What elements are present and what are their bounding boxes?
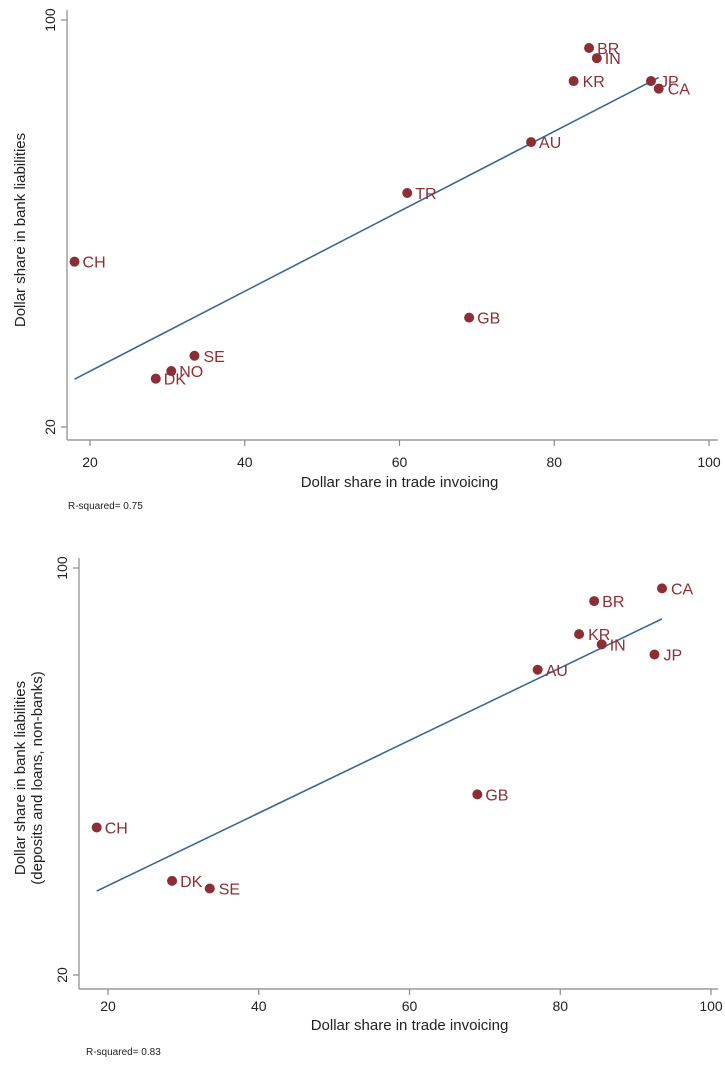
x-tick-label: 60 (402, 998, 418, 1014)
x-tick-label: 40 (237, 454, 253, 470)
x-tick-label: 20 (82, 454, 98, 470)
point-label-ca: CA (671, 581, 694, 598)
y-tick-label: 100 (54, 556, 70, 580)
point-label-jp: JP (663, 647, 682, 664)
point-label-ca: CA (668, 82, 691, 99)
y-tick-label: 20 (42, 419, 58, 435)
data-point-ca (657, 583, 668, 594)
data-point-tr (402, 187, 413, 198)
data-point-ca (653, 83, 664, 94)
data-point-dk (150, 373, 161, 384)
x-tick-label: 100 (699, 998, 723, 1014)
data-point-ch (69, 256, 80, 267)
data-point-se (204, 883, 215, 894)
y-axis-title-line2: (deposits and loans, non-banks) (29, 671, 46, 884)
data-point-dk (167, 875, 178, 886)
scatter-panel-1: 20 40 60 80 100 20 100 Dollar share in trade in… (12, 8, 721, 512)
y-tick-label: 20 (54, 967, 70, 983)
x-axis-title: Dollar share in trade invoicing (311, 1017, 509, 1034)
point-label-kr: KR (583, 74, 605, 91)
data-point-au (532, 664, 543, 675)
data-point-se (189, 350, 200, 361)
point-label-in: IN (610, 637, 626, 654)
point-label-gb: GB (485, 787, 508, 804)
point-label-jp: JP (660, 74, 679, 91)
point-label-ch: CH (83, 255, 106, 272)
point-label-se: SE (219, 882, 240, 899)
data-point-gb (472, 789, 483, 800)
point-label-gb: GB (477, 311, 500, 328)
x-tick-label: 60 (392, 454, 408, 470)
data-point-au (526, 137, 537, 148)
data-point-br (589, 596, 600, 607)
point-label-se: SE (203, 349, 224, 366)
r-squared-note: R-squared= 0.83 (86, 1047, 161, 1058)
x-tick-label: 20 (100, 998, 116, 1014)
data-point-jp (645, 76, 656, 87)
point-label-in: IN (605, 51, 621, 68)
point-label-dk: DK (180, 874, 203, 891)
y-axis-title: Dollar share in bank liabilities (12, 133, 29, 327)
r-squared-note: R-squared= 0.75 (68, 501, 143, 512)
data-point-kr (568, 76, 579, 87)
point-label-au: AU (546, 663, 568, 680)
point-label-ch: CH (105, 820, 128, 837)
x-tick-label: 40 (251, 998, 267, 1014)
point-label-au: AU (539, 135, 561, 152)
data-point-in (596, 639, 607, 650)
point-label-dk: DK (164, 372, 187, 389)
data-point-br (584, 42, 595, 53)
x-axis-title: Dollar share in trade invoicing (301, 474, 499, 491)
data-point-jp (649, 649, 660, 660)
data-point-in (591, 53, 602, 64)
x-tick-label: 80 (552, 998, 568, 1014)
point-label-br: BR (597, 41, 619, 58)
data-point-no (166, 366, 177, 377)
y-axis-title: Dollar share in bank liabilities (12, 681, 29, 875)
x-tick-label: 100 (697, 454, 721, 470)
fit-line (74, 76, 660, 380)
point-label-tr: TR (415, 186, 436, 203)
point-label-no: NO (179, 364, 203, 381)
point-label-br: BR (602, 594, 624, 611)
data-point-gb (464, 312, 475, 323)
scatter-panel-2: 20 40 60 80 100 20 100 Dollar share in trade in… (12, 556, 723, 1058)
data-point-kr (574, 629, 585, 640)
y-tick-label: 100 (42, 8, 58, 32)
x-tick-label: 80 (546, 454, 562, 470)
data-point-ch (91, 822, 102, 833)
point-label-kr: KR (588, 627, 610, 644)
fit-line (96, 618, 663, 892)
